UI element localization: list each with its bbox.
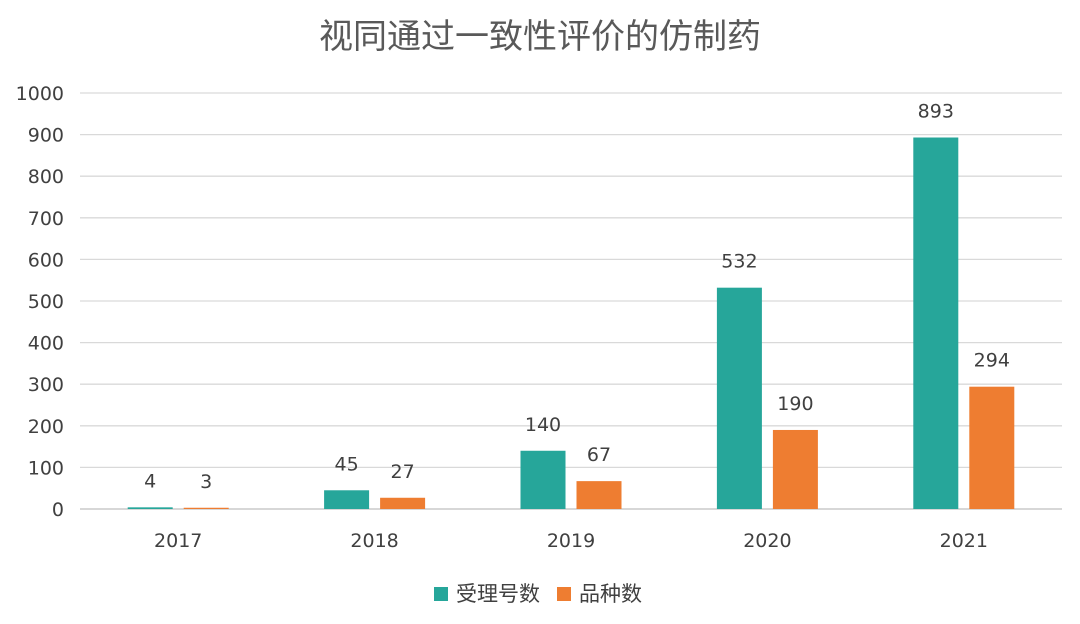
bar-pinzhong-2021 bbox=[969, 386, 1015, 509]
data-label: 294 bbox=[974, 350, 1010, 372]
y-tick-label: 600 bbox=[28, 249, 64, 271]
data-label: 4 bbox=[144, 470, 156, 492]
y-tick-label: 200 bbox=[28, 416, 64, 438]
gridlines bbox=[80, 92, 1062, 510]
x-tick-label: 2020 bbox=[743, 530, 791, 552]
bars bbox=[127, 137, 1015, 509]
bar-shoulihao-2021 bbox=[913, 137, 959, 509]
y-axis-ticks: 0 100 200 300 400 500 600 700 800 900 1000 bbox=[16, 83, 64, 521]
legend-label: 受理号数 bbox=[456, 582, 540, 606]
data-label: 27 bbox=[391, 461, 415, 483]
y-tick-label: 500 bbox=[28, 291, 64, 313]
x-tick-label: 2017 bbox=[154, 530, 202, 552]
bar-shoulihao-2017 bbox=[127, 507, 173, 509]
bar-pinzhong-2020 bbox=[772, 429, 818, 509]
y-tick-label: 0 bbox=[52, 499, 64, 521]
x-tick-label: 2018 bbox=[350, 530, 398, 552]
x-axis-ticks: 2017 2018 2019 2020 2021 bbox=[154, 530, 988, 552]
bar-pinzhong-2019 bbox=[576, 481, 622, 509]
y-tick-label: 700 bbox=[28, 208, 64, 230]
y-tick-label: 400 bbox=[28, 333, 64, 355]
y-tick-label: 300 bbox=[28, 374, 64, 396]
data-label: 532 bbox=[721, 251, 757, 273]
data-labels: 4 3 45 27 140 67 532 190 893 294 bbox=[144, 101, 1010, 493]
data-label: 140 bbox=[525, 414, 561, 436]
data-label: 190 bbox=[777, 393, 813, 415]
bar-shoulihao-2020 bbox=[716, 287, 762, 509]
y-tick-label: 900 bbox=[28, 125, 64, 147]
y-tick-label: 800 bbox=[28, 166, 64, 188]
data-label: 893 bbox=[918, 101, 954, 123]
legend: 受理号数 品种数 bbox=[434, 582, 642, 606]
y-tick-label: 1000 bbox=[16, 83, 64, 105]
data-label: 3 bbox=[200, 471, 212, 493]
x-tick-label: 2021 bbox=[940, 530, 988, 552]
bar-pinzhong-2017 bbox=[183, 507, 229, 509]
legend-label: 品种数 bbox=[579, 582, 642, 606]
bar-shoulihao-2018 bbox=[324, 490, 370, 509]
chart-title: 视同通过一致性评价的仿制药 bbox=[319, 17, 761, 57]
legend-swatch bbox=[434, 587, 448, 601]
bar-pinzhong-2018 bbox=[380, 497, 426, 509]
y-tick-label: 100 bbox=[28, 457, 64, 479]
data-label: 45 bbox=[335, 453, 359, 475]
legend-swatch bbox=[557, 587, 571, 601]
bar-shoulihao-2019 bbox=[520, 450, 566, 509]
data-label: 67 bbox=[587, 444, 611, 466]
x-tick-label: 2019 bbox=[547, 530, 595, 552]
